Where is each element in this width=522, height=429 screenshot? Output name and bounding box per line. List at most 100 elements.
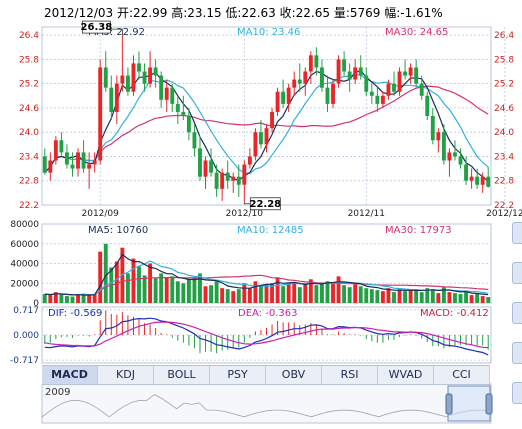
side-scroll-tab-5[interactable] bbox=[512, 382, 522, 404]
volume-bar bbox=[70, 296, 75, 303]
volume-bar bbox=[231, 291, 236, 303]
volume-bar bbox=[114, 261, 119, 303]
price-candle-body bbox=[403, 71, 408, 76]
price-candle-body bbox=[198, 148, 202, 177]
side-scroll-tab-3[interactable] bbox=[512, 302, 522, 324]
navigator-right-handle[interactable] bbox=[485, 393, 493, 415]
volume-bar bbox=[209, 285, 214, 303]
volume-bar bbox=[170, 276, 175, 303]
price-ytick-left: 24.0 bbox=[19, 128, 39, 138]
tab-rsi[interactable]: RSI bbox=[322, 366, 378, 384]
price-ytick-right: 25.8 bbox=[494, 55, 514, 65]
volume-bar bbox=[414, 289, 419, 303]
price-ytick-left: 26.4 bbox=[19, 31, 39, 41]
volume-bar bbox=[81, 293, 86, 303]
volume-legend-ma10: MA10: 12485 bbox=[237, 225, 304, 236]
tab-cci[interactable]: CCI bbox=[434, 366, 490, 384]
volume-bar bbox=[281, 286, 286, 303]
volume-bar bbox=[303, 284, 308, 303]
price-candle-body bbox=[125, 75, 130, 92]
price-legend-ma5: MA5: 22.92 bbox=[88, 27, 145, 38]
price-candle-body bbox=[114, 83, 119, 112]
price-xtick: 2012/11 bbox=[348, 209, 385, 219]
volume-bar bbox=[369, 289, 374, 303]
navigator-history-line bbox=[41, 394, 492, 418]
macd-dea-line bbox=[44, 321, 489, 349]
price-candle-body bbox=[253, 132, 258, 157]
volume-bar bbox=[425, 288, 430, 303]
volume-bar bbox=[464, 291, 468, 303]
price-candle-body bbox=[464, 164, 468, 181]
volume-bar bbox=[131, 258, 136, 303]
volume-bar bbox=[53, 292, 58, 303]
volume-bar bbox=[236, 289, 241, 303]
price-candle-body bbox=[220, 172, 225, 189]
volume-bar bbox=[203, 286, 208, 303]
price-candle-body bbox=[347, 71, 352, 80]
volume-bar bbox=[153, 278, 158, 303]
price-candle-body bbox=[397, 71, 402, 92]
price-candle-body bbox=[103, 67, 108, 88]
volume-bar bbox=[297, 287, 302, 303]
price-candle-body bbox=[209, 160, 214, 173]
volume-bar bbox=[214, 281, 219, 303]
side-scroll-tab-2[interactable] bbox=[512, 262, 522, 284]
price-candle-body bbox=[436, 132, 441, 141]
volume-ytick: 20000 bbox=[10, 279, 39, 289]
tab-kdj[interactable]: KDJ bbox=[98, 366, 154, 384]
macd-ytick: 0.000 bbox=[13, 331, 39, 341]
tab-boll[interactable]: BOLL bbox=[154, 366, 210, 384]
price-candle-body bbox=[148, 67, 153, 84]
volume-bar bbox=[259, 285, 263, 303]
price-candle-body bbox=[159, 75, 164, 100]
side-scroll-tab-1[interactable] bbox=[512, 222, 522, 244]
price-candle-body bbox=[336, 59, 341, 84]
price-candle-body bbox=[353, 67, 358, 80]
price-legend-ma10: MA10: 23.46 bbox=[237, 27, 300, 38]
price-candle-body bbox=[319, 67, 324, 88]
volume-bar bbox=[342, 285, 347, 303]
volume-bar bbox=[76, 294, 80, 303]
side-scroll-tab-4[interactable] bbox=[512, 342, 522, 364]
price-candle-body bbox=[375, 95, 380, 104]
macd-legend-dif: DIF: -0.569 bbox=[48, 308, 102, 319]
price-candle-body bbox=[430, 116, 435, 141]
tab-wvad[interactable]: WVAD bbox=[378, 366, 434, 384]
price-candle-body bbox=[131, 63, 136, 92]
price-candle-body bbox=[270, 111, 274, 129]
volume-bar bbox=[264, 284, 269, 303]
volume-bar bbox=[87, 295, 92, 303]
volume-bar bbox=[59, 294, 64, 303]
volume-ma5-line bbox=[44, 253, 489, 296]
volume-bar bbox=[447, 292, 452, 303]
price-candle-body bbox=[458, 156, 463, 165]
volume-bar bbox=[436, 293, 441, 303]
price-candle-body bbox=[87, 164, 92, 169]
price-candle-body bbox=[120, 75, 125, 84]
volume-bar bbox=[314, 285, 319, 303]
price-candle-body bbox=[109, 87, 114, 112]
price-candle-body bbox=[419, 83, 424, 96]
tab-obv[interactable]: OBV bbox=[266, 366, 322, 384]
price-candle-body bbox=[297, 79, 302, 84]
price-candle-body bbox=[76, 152, 80, 169]
navigator-left-handle[interactable] bbox=[445, 393, 453, 415]
price-candle-body bbox=[369, 91, 374, 96]
volume-bar bbox=[331, 282, 335, 303]
volume-bar bbox=[253, 281, 258, 303]
price-candle-body bbox=[358, 67, 363, 76]
volume-bar bbox=[242, 283, 247, 303]
price-candle-body bbox=[486, 176, 491, 187]
volume-bar bbox=[103, 243, 108, 303]
price-ytick-left: 22.8 bbox=[19, 177, 39, 187]
volume-bar bbox=[419, 292, 424, 303]
price-candle-body bbox=[153, 67, 158, 76]
volume-bar bbox=[403, 291, 408, 303]
price-candle-body bbox=[203, 160, 208, 177]
price-candle-body bbox=[186, 116, 191, 133]
volume-bar bbox=[42, 294, 47, 303]
tab-macd[interactable]: MACD bbox=[42, 366, 98, 384]
tab-psy[interactable]: PSY bbox=[210, 366, 266, 384]
volume-bar bbox=[186, 279, 191, 303]
